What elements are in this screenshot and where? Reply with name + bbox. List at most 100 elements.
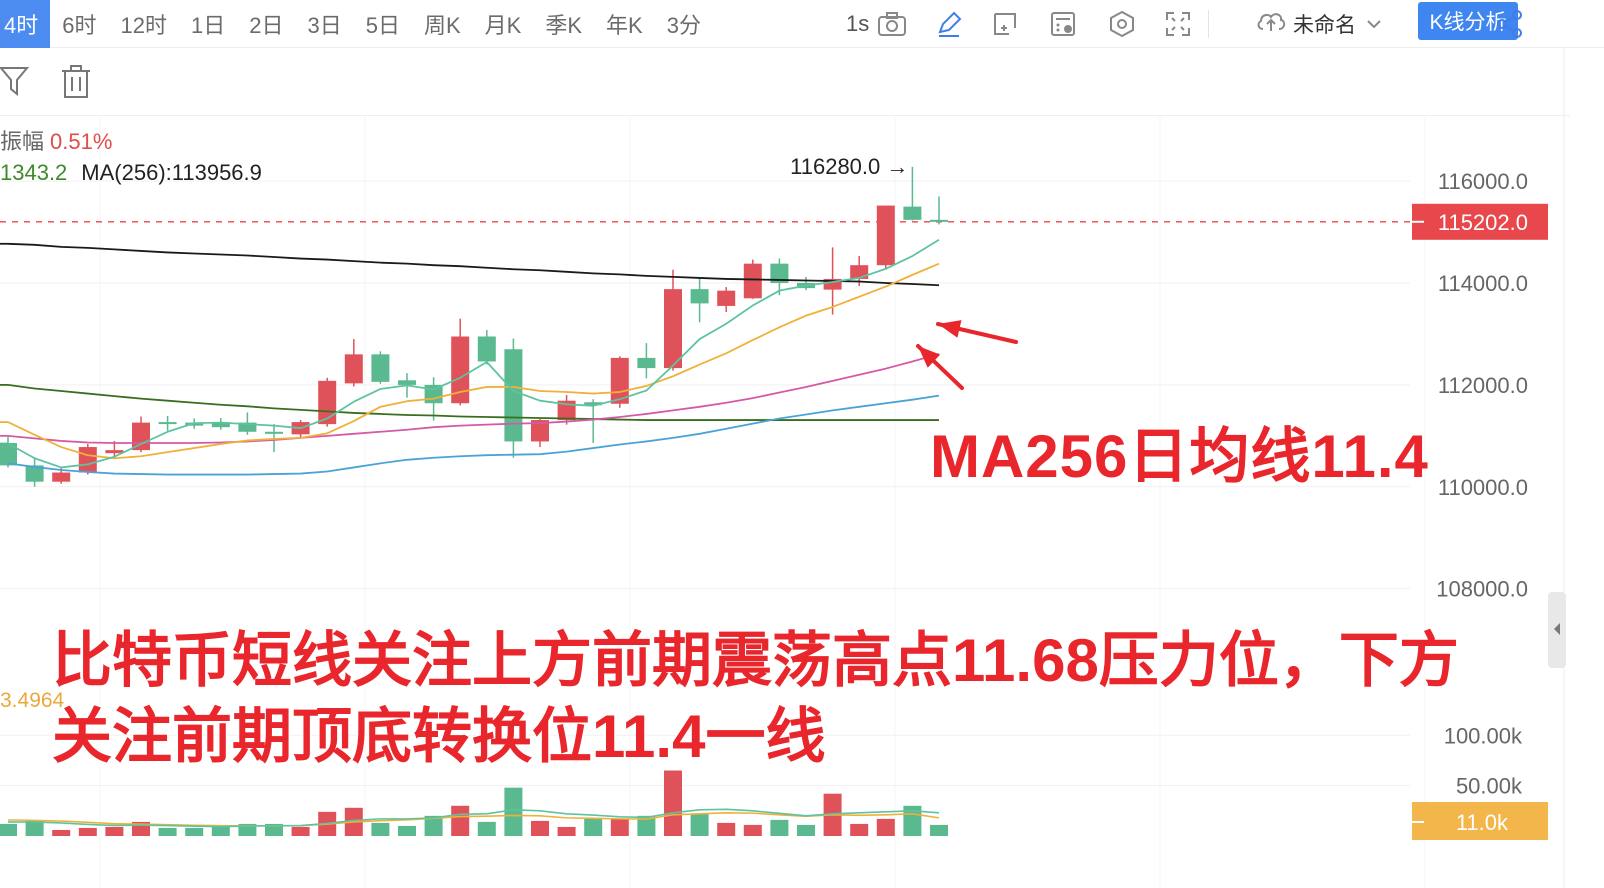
- chevron-down-icon: [1366, 12, 1382, 36]
- timeframe-tabs: 4时 6时 12时 1日 2日 3日 5日 周K 月K 季K 年K 3分: [0, 0, 713, 48]
- filter-icon[interactable]: [0, 65, 30, 102]
- share-icon[interactable]: [1492, 6, 1528, 42]
- ma-line-ma256: [7, 242, 940, 287]
- volume-tick-label: 100.00k: [1444, 723, 1523, 748]
- candle-body: [185, 422, 204, 426]
- candle-body: [78, 447, 97, 473]
- volume-bar: [557, 826, 576, 836]
- tab-timeframe-month[interactable]: 月K: [484, 12, 522, 38]
- volume-bar: [451, 805, 470, 836]
- volume-bar: [797, 824, 815, 836]
- annotation-arrow-2-head: [918, 346, 941, 368]
- candle-body: [850, 265, 869, 279]
- price-tick-label: 114000.0: [1438, 271, 1528, 296]
- settings-hexagon-icon[interactable]: [1104, 6, 1140, 42]
- price-tick-label: 110000.0: [1438, 475, 1528, 500]
- price-tick-label: 112000.0: [1438, 373, 1528, 398]
- ma256-value: MA(256):113956.9: [81, 160, 262, 185]
- tab-timeframe-quarter[interactable]: 季K: [545, 12, 583, 38]
- ma-legend: 1343.2 MA(256):113956.9: [0, 160, 262, 186]
- tab-timeframe-3d[interactable]: 3日: [307, 12, 342, 38]
- candle-body: [584, 402, 603, 406]
- price-tick-label: 108000.0: [1436, 577, 1528, 602]
- trash-icon[interactable]: [60, 65, 92, 104]
- volume-ma-legend: 3.4964: [0, 689, 65, 712]
- collapse-panel-handle[interactable]: [1548, 592, 1566, 668]
- candle-body: [876, 205, 895, 266]
- candle-body: [770, 263, 789, 284]
- volume-bar: [584, 818, 603, 836]
- cloud-upload-icon: [1255, 9, 1287, 39]
- volume-bar: [78, 827, 97, 836]
- tab-timeframe-4h[interactable]: 4时: [0, 0, 51, 48]
- candle-body: [105, 450, 124, 454]
- volume-vol_ma_teal: [7, 808, 940, 828]
- candle-body: [930, 219, 948, 222]
- volume-bar: [371, 822, 390, 836]
- tab-timeframe-6h[interactable]: 6时: [62, 12, 97, 38]
- ma-line-ma_blue: [7, 394, 940, 476]
- volume-bar: [398, 825, 416, 836]
- volume-bar: [211, 826, 230, 836]
- amplitude-value: 0.51%: [50, 129, 113, 154]
- volume-bar: [850, 823, 869, 836]
- volume-vol_ma_orange: [7, 812, 940, 827]
- amplitude-label: 振幅: [0, 129, 45, 154]
- layout-select[interactable]: 未命名: [1255, 6, 1382, 42]
- volume-bar: [477, 821, 496, 836]
- candle-body: [690, 289, 709, 304]
- fullscreen-icon[interactable]: [1160, 6, 1196, 42]
- ma-line-ma_orange: [7, 262, 940, 460]
- pencil-icon[interactable]: [931, 6, 967, 42]
- volume-bar: [185, 827, 204, 836]
- volume-bar: [25, 820, 44, 836]
- add-frame-icon[interactable]: [987, 6, 1023, 42]
- tab-timeframe-week[interactable]: 周K: [423, 12, 461, 38]
- volume-bar: [690, 813, 709, 836]
- volume-bar: [876, 818, 895, 836]
- candle-body: [344, 354, 363, 384]
- candle-body: [477, 336, 496, 362]
- ma-line-ma_magenta: [7, 352, 940, 444]
- tab-timeframe-year[interactable]: 年K: [606, 12, 643, 38]
- current-price-label: 115202.0: [1438, 210, 1528, 235]
- candle-body: [743, 263, 762, 299]
- volume-bar: [770, 819, 789, 836]
- candle-body: [371, 354, 390, 382]
- candle-body: [158, 422, 177, 425]
- calculator-icon[interactable]: [1045, 6, 1081, 42]
- tab-timeframe-1d[interactable]: 1日: [190, 12, 226, 38]
- candle-body: [637, 357, 656, 369]
- candle-body: [531, 420, 549, 442]
- tab-timeframe-12h[interactable]: 12时: [120, 12, 167, 38]
- candle-body: [52, 472, 71, 482]
- tab-timeframe-3min[interactable]: 3分: [666, 12, 701, 38]
- price-tick-label: 116000.0: [1438, 169, 1528, 194]
- ma-partial-value: 1343.2: [0, 160, 68, 185]
- analysis-annotation-line2: 关注前期顶底转换位11.4一线: [51, 702, 826, 771]
- drawing-toolbar: [0, 49, 1570, 116]
- volume-bar: [265, 823, 283, 836]
- toolbar-divider: [1208, 10, 1209, 38]
- candle-body: [903, 206, 922, 220]
- analysis-annotation-line1: 比特币短线关注上方前期震荡高点11.68压力位，下方: [51, 626, 1460, 695]
- candle-body: [504, 349, 523, 442]
- volume-bar: [664, 770, 682, 836]
- current-volume-label: 11.0k: [1456, 810, 1509, 835]
- chevron-left-icon: [1552, 622, 1562, 639]
- volume-bar: [717, 822, 736, 836]
- candle-body: [132, 422, 150, 451]
- camera-icon[interactable]: [874, 6, 910, 42]
- interval-select[interactable]: 1s: [846, 11, 870, 36]
- candle-body: [557, 400, 576, 421]
- volume-bar: [158, 827, 177, 836]
- tab-timeframe-5d[interactable]: 5日: [365, 12, 400, 38]
- candle-body: [664, 289, 682, 369]
- top-toolbar: 4时 6时 12时 1日 2日 3日 5日 周K 月K 季K 年K 3分 1s …: [0, 0, 1604, 48]
- layout-name-label: 未命名: [1293, 14, 1356, 37]
- candle-body: [211, 422, 230, 428]
- annotation-arrow-1-head: [938, 320, 962, 338]
- candle-body: [238, 422, 257, 432]
- tab-timeframe-2d[interactable]: 2日: [249, 12, 284, 38]
